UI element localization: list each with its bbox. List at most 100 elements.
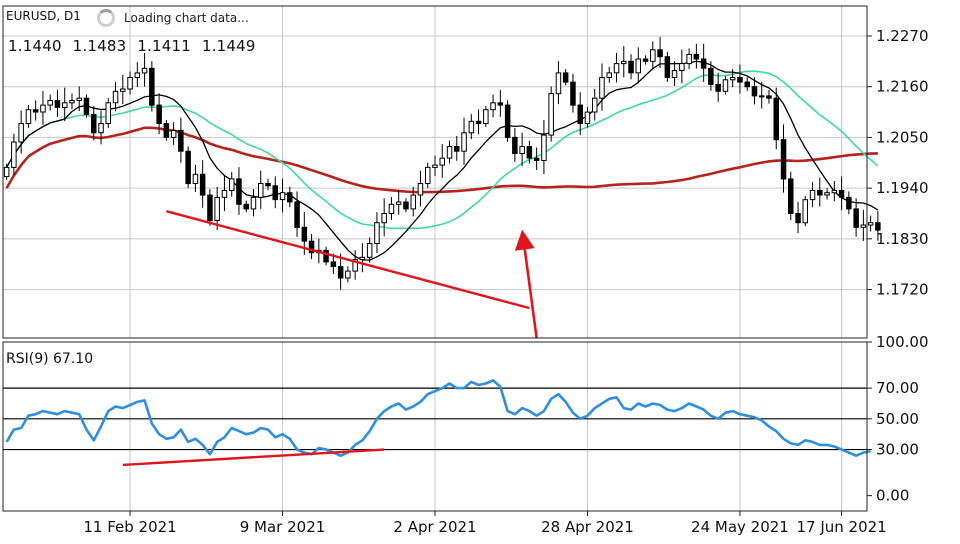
candle-body-65 <box>475 120 482 125</box>
candle-47 <box>345 266 351 283</box>
candle-11 <box>83 94 90 118</box>
price-panel-border <box>2 5 868 339</box>
candle-21 <box>156 93 162 135</box>
candle-body-117 <box>853 208 859 228</box>
ohlc-low: 1.1411 <box>137 37 191 55</box>
loading-text: Loading chart data... <box>124 11 249 25</box>
candle-26 <box>192 164 199 193</box>
candle-body-105 <box>766 95 772 99</box>
candle-body-118 <box>860 224 867 228</box>
candle-31 <box>229 171 235 197</box>
candle-body-70 <box>512 136 518 154</box>
candle-body-10 <box>76 97 82 101</box>
candle-120 <box>875 210 881 241</box>
candle-117 <box>853 198 859 237</box>
candle-29 <box>214 186 220 230</box>
candle-108 <box>788 171 794 220</box>
candle-body-40 <box>294 201 300 228</box>
ohlc-close: 1.1449 <box>201 37 256 55</box>
candle-body-50 <box>366 243 373 258</box>
candle-body-73 <box>533 157 540 161</box>
candle-6 <box>47 94 53 111</box>
candle-83 <box>606 66 612 83</box>
candle-94 <box>686 48 692 70</box>
candle-body-32 <box>236 178 242 205</box>
candle-body-114 <box>831 189 838 194</box>
candle-105 <box>766 89 772 104</box>
axes: 1.2270 1.2160 1.2050 1.1940 1.1830 1.1720 100.… <box>2 5 929 536</box>
candle-body-47 <box>345 270 351 279</box>
price-grid <box>3 6 867 338</box>
candle-body-48 <box>352 259 358 272</box>
candle-body-75 <box>548 93 554 136</box>
candle-body-49 <box>359 256 366 261</box>
candle-body-14 <box>105 102 111 125</box>
candle-116 <box>846 191 852 215</box>
candle-body-88 <box>642 58 649 62</box>
candle-18 <box>134 62 141 88</box>
candle-body-96 <box>700 58 707 69</box>
candle-body-27 <box>199 173 206 196</box>
candle-77 <box>562 69 569 86</box>
candle-68 <box>497 89 504 117</box>
candle-body-56 <box>410 194 416 210</box>
candle-body-79 <box>577 104 583 124</box>
candle-body-80 <box>584 111 591 125</box>
candle-45 <box>330 253 337 274</box>
candle-body-111 <box>809 189 816 201</box>
candle-body-89 <box>650 49 656 62</box>
price-arrow-head <box>514 229 535 251</box>
candle-44 <box>323 246 329 266</box>
candle-body-84 <box>613 63 620 74</box>
candle-body-86 <box>628 60 634 74</box>
candle-body-2 <box>18 123 24 143</box>
candle-91 <box>664 51 671 82</box>
candle-80 <box>584 107 591 128</box>
candle-27 <box>199 160 206 208</box>
candle-body-90 <box>657 49 663 58</box>
candle-body-26 <box>192 173 199 185</box>
candle-8 <box>62 87 68 122</box>
candle-93 <box>679 49 685 84</box>
candle-body-8 <box>62 102 68 108</box>
candle-96 <box>700 43 707 82</box>
candle-66 <box>483 106 489 127</box>
candle-body-52 <box>381 213 387 224</box>
candle-75 <box>548 86 554 142</box>
candle-body-51 <box>374 222 380 244</box>
candle-25 <box>185 146 191 188</box>
candle-23 <box>170 122 177 145</box>
candle-body-107 <box>780 139 787 180</box>
candle-42 <box>308 234 315 260</box>
candle-100 <box>729 69 736 88</box>
rsi-trendline <box>122 448 385 467</box>
candle-body-59 <box>432 164 438 168</box>
candle-78 <box>570 73 576 113</box>
candle-50 <box>366 237 373 263</box>
candle-15 <box>112 81 119 112</box>
candle-body-44 <box>323 249 329 263</box>
rsi-series <box>5 379 871 458</box>
candle-119 <box>867 215 874 232</box>
candle-9 <box>69 93 75 110</box>
candle-body-17 <box>127 77 133 90</box>
candle-body-92 <box>671 70 678 78</box>
candle-body-54 <box>395 201 402 205</box>
x-tick-label-4: 24 May 2021 <box>691 518 789 536</box>
candle-99 <box>722 76 729 95</box>
candle-3 <box>25 104 32 128</box>
price-tick-label-5: 1.1720 <box>876 281 929 299</box>
candle-body-28 <box>207 194 213 222</box>
candle-73 <box>533 147 540 171</box>
candle-body-5 <box>40 104 46 113</box>
price-tick-label-2: 1.2050 <box>876 128 929 146</box>
candle-56 <box>410 186 416 217</box>
candle-113 <box>824 187 830 200</box>
candle-82 <box>599 63 605 111</box>
candle-body-106 <box>773 97 779 141</box>
candle-98 <box>715 72 721 102</box>
candle-body-7 <box>54 100 61 108</box>
x-tick-label-3: 28 Apr 2021 <box>541 518 634 536</box>
candle-body-53 <box>388 203 395 215</box>
rsi-tick-label-2: 50.00 <box>876 410 919 428</box>
